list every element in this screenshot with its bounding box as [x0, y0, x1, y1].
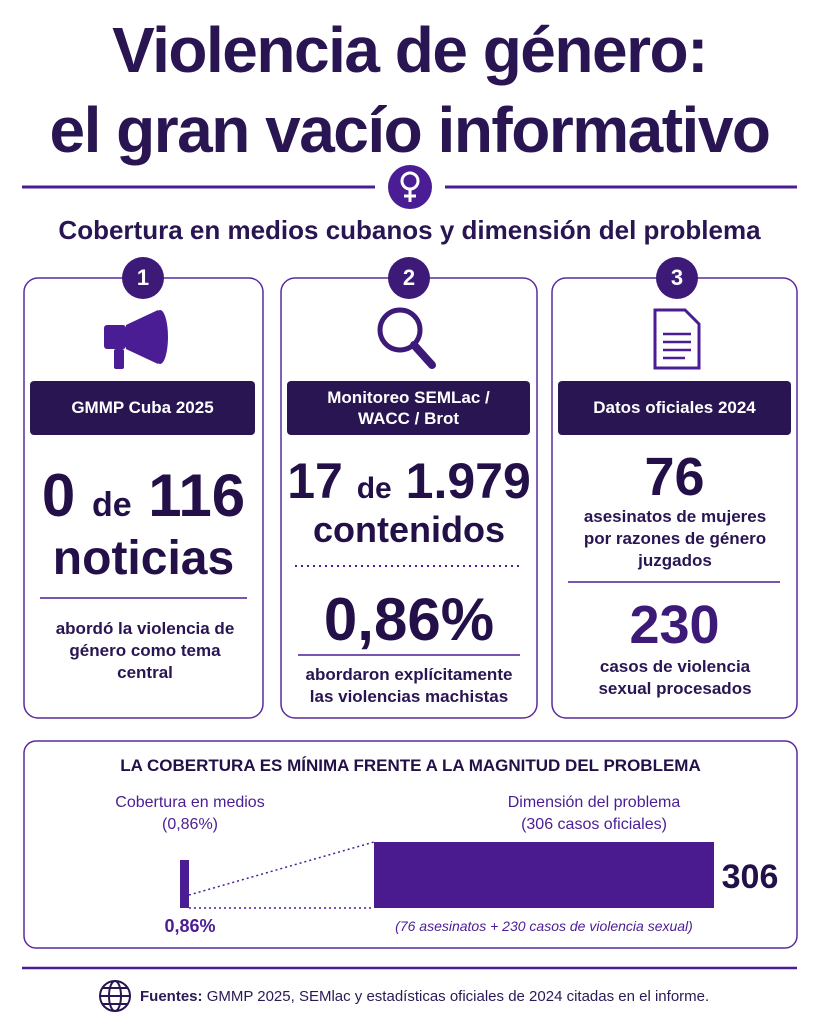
stat: 76 — [644, 447, 705, 507]
stat-of: de — [91, 486, 132, 524]
document-icon — [653, 308, 701, 370]
icon-badge — [388, 165, 432, 209]
percent: 0,86% — [323, 586, 495, 653]
comparison-box — [23, 740, 798, 949]
stat-total: 116 — [148, 462, 246, 529]
note: (76 asesinatos + 230 casos de violencia … — [395, 918, 693, 934]
number-badge — [656, 257, 698, 299]
comparison-title: LA COBERTURA ES MÍNIMA FRENTE A LA MAGNI… — [120, 756, 701, 775]
card-label: Datos oficiales 2024 — [593, 398, 756, 418]
footer: Fuentes: GMMP 2025, SEMlac y estadística… — [140, 988, 709, 1005]
right-label: Dimensión del problema — [507, 794, 681, 811]
left-value: 0,86% — [164, 916, 216, 936]
problem-bar — [374, 842, 714, 908]
description: asesinatos de mujeres por razones de gén… — [583, 507, 767, 571]
description: casos de violencia sexual procesados — [598, 657, 752, 699]
footer-label: Fuentes: — [140, 988, 203, 1005]
number-badge — [122, 257, 164, 299]
right-value: 306 — [721, 858, 779, 896]
stat-total: 1.979 — [405, 453, 531, 509]
globe-icon — [99, 980, 131, 1012]
connector — [188, 841, 375, 896]
left-label: Cobertura en medios — [115, 794, 265, 811]
description: abordaron explícitamente las violencias … — [305, 665, 513, 707]
stat: 0 de 116 — [24, 466, 263, 526]
stat-of: de — [356, 472, 392, 505]
footer-text: GMMP 2025, SEMlac y estadísticas oficial… — [206, 988, 710, 1005]
card-label: GMMP Cuba 2025 — [71, 398, 214, 418]
description: abordó la violencia de género como tema … — [55, 619, 235, 683]
stat-unit: noticias — [52, 532, 235, 585]
card-number: 3 — [670, 265, 684, 290]
stat-unit: contenidos — [312, 509, 505, 550]
label-box — [287, 381, 530, 435]
title: el gran vacío informativo — [49, 94, 771, 166]
label-box — [30, 381, 255, 435]
label-box — [558, 381, 791, 435]
stat: 17 de 1.979 — [281, 456, 537, 506]
magnifier-icon — [377, 307, 436, 369]
stat-main: 0 — [41, 462, 76, 529]
card-number: 1 — [136, 265, 150, 290]
stat-main: 17 — [287, 453, 343, 509]
right-sub: (306 casos oficiales) — [521, 816, 667, 833]
title: Violencia de género: — [112, 14, 708, 86]
media-bar — [180, 860, 189, 908]
megaphone-icon — [104, 310, 168, 369]
left-sub: (0,86%) — [161, 816, 219, 833]
subtitle: Cobertura en medios cubanos y dimensión … — [58, 215, 761, 245]
card-label: Monitoreo SEMLac / WACC / Brot — [327, 387, 490, 428]
stat: 230 — [629, 595, 720, 655]
card-number: 2 — [402, 265, 416, 290]
number-badge — [388, 257, 430, 299]
female-icon — [400, 171, 420, 202]
